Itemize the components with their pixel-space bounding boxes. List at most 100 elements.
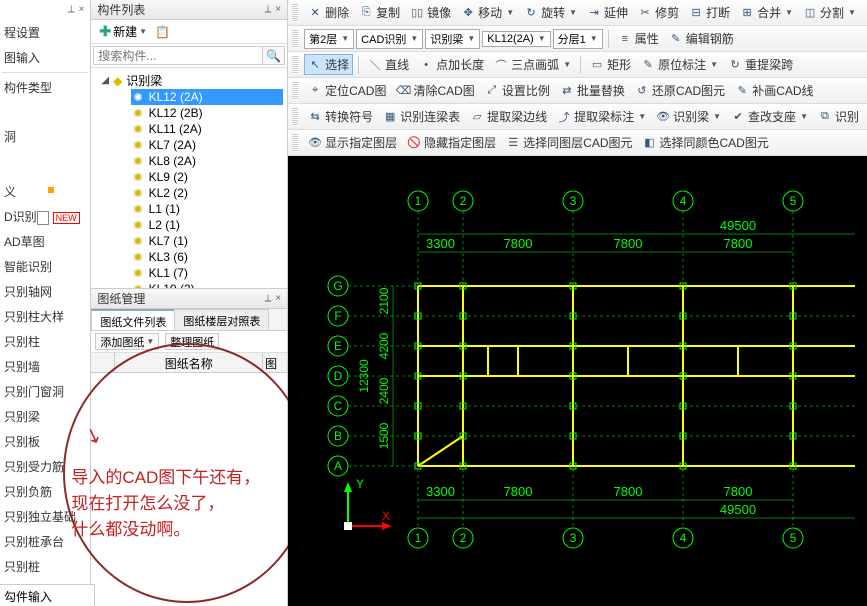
tree-item[interactable]: ✺KL11 (2A) — [131, 121, 283, 137]
arrange-drawing-button[interactable]: 整理图纸 — [165, 333, 219, 350]
trim-button[interactable]: ✂修剪 — [634, 2, 683, 23]
sidebar-item[interactable]: 只别桩承台 — [2, 529, 88, 554]
select-same-layer-button[interactable]: ☰选择同图层CAD图元 — [502, 132, 636, 153]
recog-lianliang-button[interactable]: ▦识别连梁表 — [379, 106, 464, 127]
move-icon: ✥ — [461, 6, 475, 20]
locate-cad-button[interactable]: ⌖定位CAD图 — [304, 80, 390, 101]
rect-button[interactable]: ▭矩形 — [586, 54, 635, 75]
copy-button[interactable]: ⎘复制 — [355, 2, 404, 23]
tree-root[interactable]: ◢ ◆ 识别梁 — [95, 72, 283, 89]
tab-floor-map[interactable]: 图纸楼层对照表 — [174, 309, 269, 330]
floor-combo[interactable]: 第2层▼ — [304, 29, 354, 49]
tree-item[interactable]: ✺KL7 (2A) — [131, 137, 283, 153]
draw-cad-line-button[interactable]: ✎补画CAD线 — [731, 80, 817, 101]
tree-item[interactable]: ✺KL7 (1) — [131, 233, 283, 249]
sidebar-item[interactable]: 只别轴网 — [2, 279, 88, 304]
pin-icon[interactable]: ⟂ — [68, 4, 75, 20]
cursor-icon: ↖ — [308, 58, 322, 72]
show-layer-button[interactable]: 👁显示指定图层 — [304, 132, 401, 153]
sidebar-item[interactable]: 只别负筋 — [2, 479, 88, 504]
sidebar-item[interactable]: 图输入 — [2, 45, 88, 70]
clear-cad-button[interactable]: ⌫清除CAD图 — [392, 80, 478, 101]
extend-button[interactable]: ⇥延伸 — [583, 2, 632, 23]
tree-item[interactable]: ✺KL3 (6) — [131, 249, 283, 265]
tree-item[interactable]: ✺KL8 (2A) — [131, 153, 283, 169]
sidebar-item[interactable]: 程设置 — [2, 20, 88, 45]
collapse-icon[interactable]: ◢ — [101, 75, 109, 86]
sidebar-item[interactable]: 只别梁 — [2, 404, 88, 429]
set-scale-button[interactable]: ⤢设置比例 — [481, 80, 554, 101]
tree-item[interactable]: ✺KL10 (2) — [131, 281, 283, 288]
extract-label-button[interactable]: ⤴提取梁标注▼ — [553, 106, 650, 127]
select-same-color-button[interactable]: ◧选择同颜色CAD图元 — [639, 132, 773, 153]
search-input[interactable] — [93, 46, 263, 65]
svg-text:E: E — [334, 339, 342, 353]
line-button[interactable]: ＼直线 — [364, 54, 413, 75]
restore-cad-button[interactable]: ↺还原CAD图元 — [631, 80, 729, 101]
search-button[interactable]: 🔍 — [263, 46, 285, 65]
property-button[interactable]: ≡属性 — [614, 28, 663, 49]
arc-button[interactable]: ⌒三点画弧▼ — [490, 54, 575, 75]
close-icon[interactable]: × — [79, 4, 85, 20]
svg-text:5: 5 — [790, 531, 797, 545]
tree-item[interactable]: ✺KL12 (2B) — [131, 105, 283, 121]
tree-item[interactable]: ✺KL12 (2A) — [131, 89, 283, 105]
cad-recog-combo[interactable]: CAD识别▼ — [356, 29, 423, 49]
sidebar-item[interactable]: 洞 — [2, 124, 88, 149]
sidebar-item[interactable]: 只别门窗洞 — [2, 379, 88, 404]
layer-combo[interactable]: 分层1▼ — [553, 29, 603, 49]
delete-button[interactable]: ✕删除 — [304, 2, 353, 23]
convert-symbol-button[interactable]: ⇆转换符号 — [304, 106, 377, 127]
tree-item[interactable]: ✺L2 (1) — [131, 217, 283, 233]
batch-replace-button[interactable]: ⇄批量替换 — [556, 80, 629, 101]
recog-beam-button[interactable]: 👁识别梁▼ — [652, 106, 725, 127]
sidebar-item[interactable]: 只别独立基础 — [2, 504, 88, 529]
cad-canvas[interactable]: 1122334455GFEDCBA33007800780078004950033… — [288, 156, 867, 606]
sidebar-item[interactable]: 只别受力筋 — [2, 454, 88, 479]
line-icon: ＼ — [368, 58, 382, 72]
copy-icon[interactable]: 📋 — [155, 25, 169, 39]
sidebar-item[interactable]: 只别板 — [2, 429, 88, 454]
sidebar-item[interactable]: 只别桩 — [2, 554, 88, 579]
svg-text:2400: 2400 — [377, 377, 391, 404]
break-button[interactable]: ⊟打断 — [685, 2, 734, 23]
tree-item[interactable]: ✺KL1 (7) — [131, 265, 283, 281]
move-button[interactable]: ✥移动▼ — [457, 2, 518, 23]
point-icon: • — [419, 58, 433, 72]
split-button[interactable]: ◫分割▼ — [799, 2, 860, 23]
add-drawing-button[interactable]: 添加图纸▼ — [95, 333, 159, 350]
point-ext-button[interactable]: •点加长度 — [415, 54, 488, 75]
pin-icon[interactable]: ⟂ — [265, 293, 272, 304]
merge-button[interactable]: ⊞合并▼ — [736, 2, 797, 23]
sidebar-item[interactable]: 构件类型 — [2, 75, 88, 100]
recog-button[interactable]: ⧉识别 — [814, 106, 863, 127]
hide-layer-button[interactable]: 🚫隐藏指定图层 — [403, 132, 500, 153]
tree-item[interactable]: ✺L1 (1) — [131, 201, 283, 217]
tree-item-label: KL1 (7) — [149, 266, 188, 280]
tree-item[interactable]: ✺KL2 (2) — [131, 185, 283, 201]
tree-item[interactable]: ✺KL9 (2) — [131, 169, 283, 185]
sidebar-item[interactable]: 只别墙 — [2, 354, 88, 379]
check-support-button[interactable]: ✔查改支座▼ — [727, 106, 812, 127]
reextract-span-button[interactable]: ↻重提梁跨 — [724, 54, 797, 75]
sidebar-item[interactable]: 只别柱 — [2, 329, 88, 354]
edit-rebar-button[interactable]: ✎编辑钢筋 — [665, 28, 738, 49]
pin-icon[interactable]: ⟂ — [265, 4, 272, 15]
svg-text:2100: 2100 — [377, 287, 391, 314]
extract-edge-button[interactable]: ▱提取梁边线 — [466, 106, 551, 127]
rotate-button[interactable]: ↻旋转▼ — [520, 2, 581, 23]
sidebar-item[interactable]: 义 — [2, 179, 88, 204]
close-icon[interactable]: × — [275, 293, 281, 304]
inplace-label-button[interactable]: ✎原位标注▼ — [637, 54, 722, 75]
recog-beam-combo[interactable]: 识别梁▼ — [425, 29, 480, 49]
close-icon[interactable]: × — [275, 4, 281, 15]
member-combo[interactable]: KL12(2A)▼ — [482, 31, 550, 47]
sidebar-item[interactable]: AD草图 — [2, 229, 88, 254]
sidebar-item[interactable]: 智能识别 — [2, 254, 88, 279]
select-button[interactable]: ↖选择 — [304, 54, 353, 75]
sidebar-item[interactable]: 只别柱大样 — [2, 304, 88, 329]
sidebar-item[interactable]: D识别NEW — [2, 204, 88, 229]
tab-file-list[interactable]: 图纸文件列表 — [91, 309, 175, 330]
mirror-button[interactable]: ▯▯镜像 — [406, 2, 455, 23]
new-button[interactable]: ✚ 新建 ▼ — [95, 21, 151, 42]
